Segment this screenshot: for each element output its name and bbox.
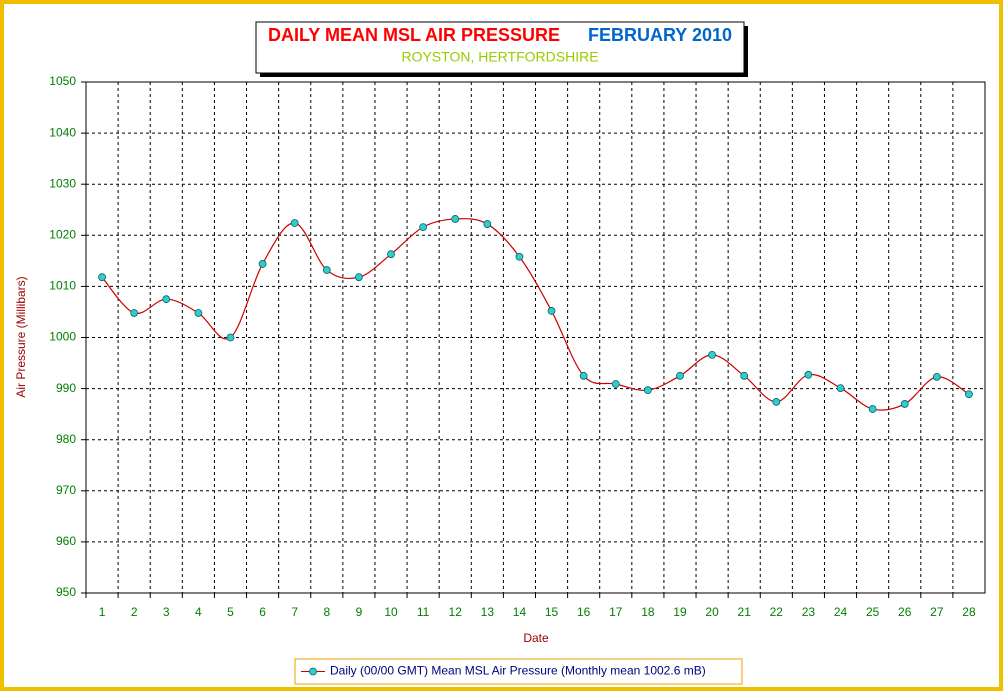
x-tick-label: 13 (481, 605, 495, 619)
data-point (258, 260, 267, 268)
data-point (387, 250, 395, 259)
x-tick-label: 21 (738, 605, 752, 619)
x-tick-label: 26 (898, 605, 912, 619)
data-point (98, 273, 106, 282)
x-tick-label: 24 (834, 605, 848, 619)
legend-marker (309, 667, 317, 676)
x-tick-label: 6 (259, 605, 266, 619)
y-tick-label: 1040 (49, 125, 76, 139)
chart-period: FEBRUARY 2010 (588, 25, 732, 45)
data-point (515, 252, 524, 261)
y-tick-label: 960 (56, 534, 76, 548)
x-tick-label: 1 (99, 605, 106, 619)
x-tick-label: 2 (131, 605, 138, 619)
data-point (708, 350, 716, 359)
y-tick-label: 1010 (49, 279, 76, 293)
x-tick-label: 22 (770, 605, 784, 619)
data-point (226, 333, 235, 342)
x-tick-label: 3 (163, 605, 170, 619)
data-point (547, 307, 556, 315)
data-point (965, 390, 973, 399)
x-tick-label: 19 (673, 605, 687, 619)
x-tick-label: 10 (384, 605, 398, 619)
y-tick-label: 1030 (49, 176, 76, 190)
y-axis-label: Air Pressure (Millibars) (14, 276, 28, 397)
x-tick-label: 11 (417, 605, 430, 619)
data-point (900, 400, 909, 408)
x-tick-label: 14 (513, 605, 527, 619)
x-tick-label: 15 (545, 605, 559, 619)
x-tick-label: 20 (705, 605, 719, 619)
data-point (836, 384, 845, 392)
x-tick-label: 25 (866, 605, 880, 619)
data-point (868, 405, 877, 413)
x-tick-label: 27 (930, 605, 944, 619)
data-point (355, 273, 363, 282)
y-tick-label: 1020 (49, 227, 76, 241)
data-point (162, 295, 171, 304)
x-tick-label: 4 (195, 605, 202, 619)
chart-subtitle: ROYSTON, HERTFORDSHIRE (401, 49, 598, 65)
x-tick-label: 7 (291, 605, 298, 619)
data-point (451, 215, 460, 223)
x-tick-label: 28 (962, 605, 976, 619)
x-tick-label: 9 (356, 605, 363, 619)
legend-box (294, 658, 743, 685)
title-box (255, 21, 745, 74)
y-tick-label: 1000 (49, 330, 76, 344)
data-line (101, 218, 970, 411)
y-tick-label: 980 (56, 432, 76, 446)
data-point (483, 220, 492, 228)
x-tick-label: 18 (641, 605, 655, 619)
data-point (322, 266, 331, 274)
y-tick-label: 950 (56, 585, 76, 599)
x-tick-label: 12 (449, 605, 463, 619)
data-point (804, 370, 813, 379)
x-tick-label: 5 (227, 605, 234, 619)
data-point (419, 223, 428, 232)
x-tick-label: 17 (609, 605, 623, 619)
x-tick-label: 8 (323, 605, 330, 619)
data-point (740, 371, 749, 380)
data-point (676, 371, 684, 380)
legend-label: Daily (00/00 GMT) Mean MSL Air Pressure … (330, 664, 706, 678)
data-point (290, 219, 299, 227)
data-point (130, 309, 139, 317)
data-point (932, 372, 941, 381)
data-point (772, 397, 781, 406)
data-point (579, 371, 588, 380)
data-point (643, 386, 652, 395)
chart-title: DAILY MEAN MSL AIR PRESSURE (268, 25, 560, 45)
data-point (194, 309, 203, 317)
y-tick-label: 970 (56, 483, 76, 497)
data-point (611, 380, 620, 388)
x-tick-label: 23 (802, 605, 816, 619)
x-axis-label: Date (523, 631, 549, 645)
y-tick-label: 1050 (49, 74, 76, 88)
x-tick-label: 16 (577, 605, 591, 619)
y-tick-label: 990 (56, 381, 76, 395)
